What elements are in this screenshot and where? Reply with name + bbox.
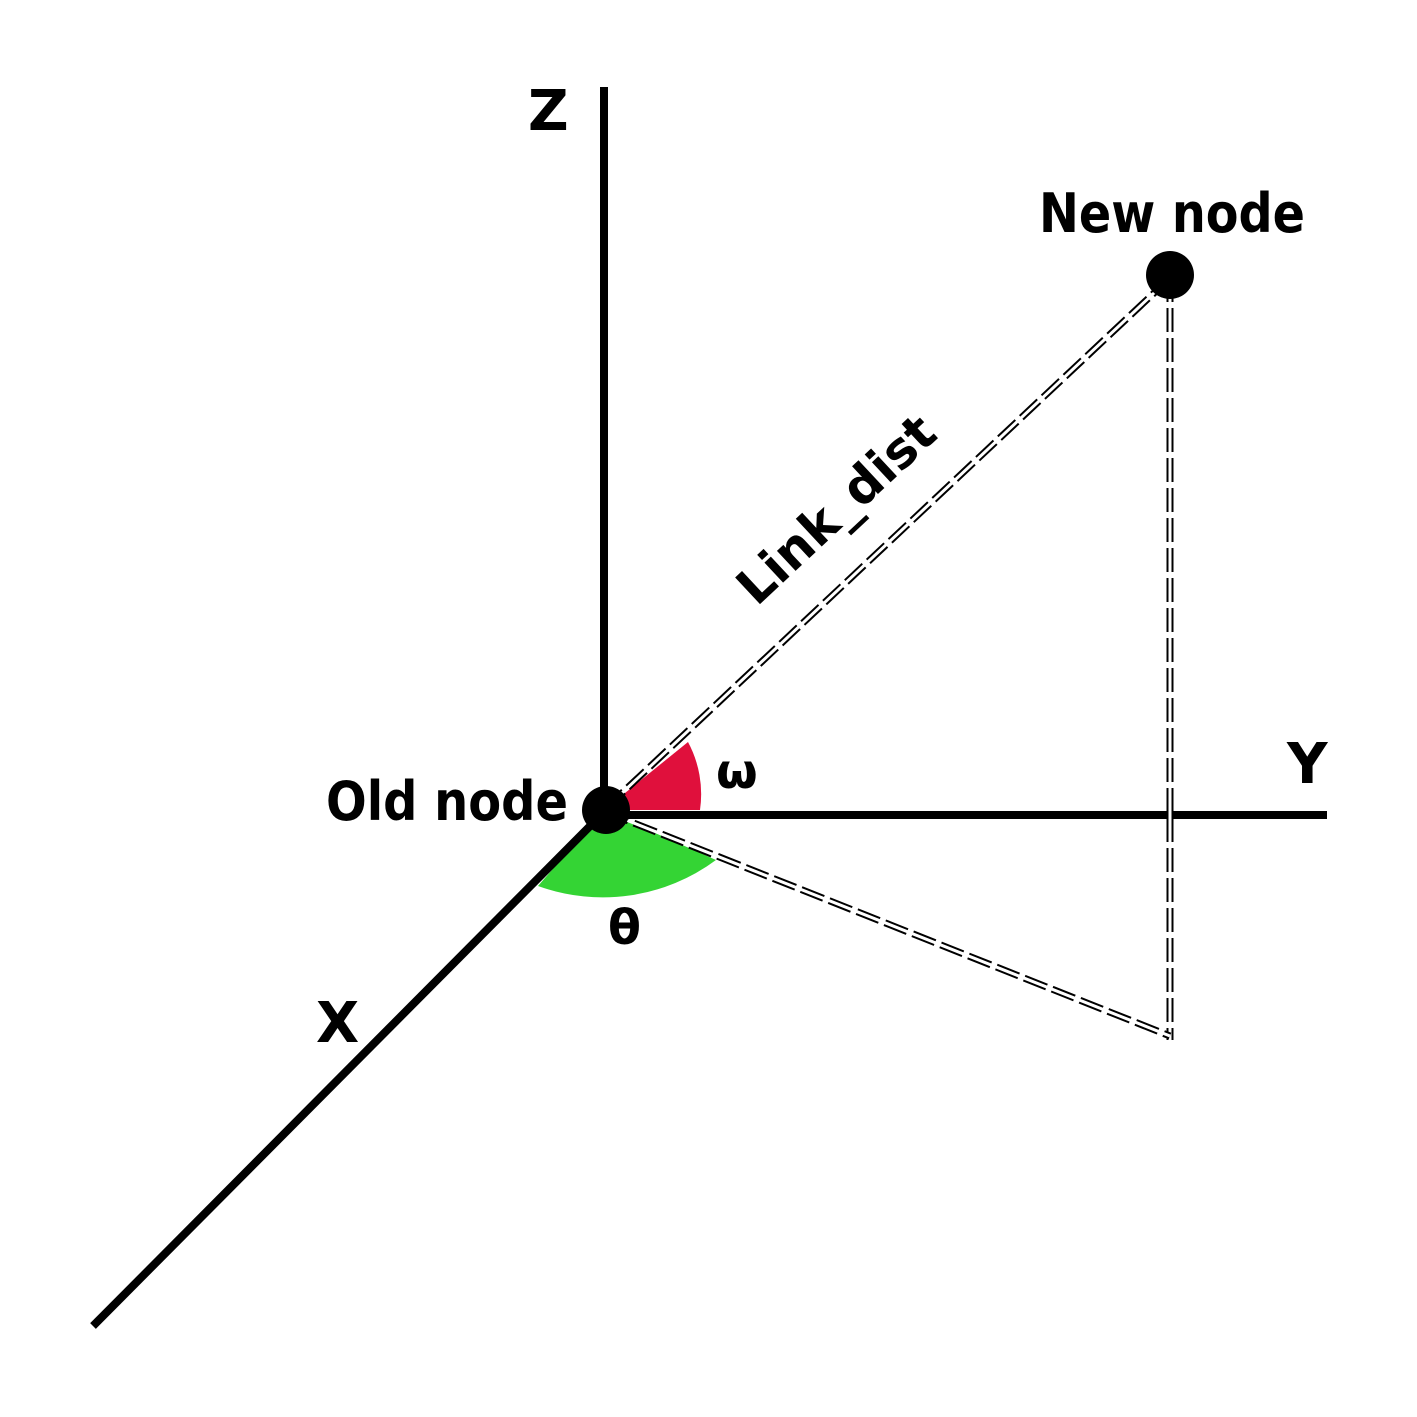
omega-label: ω bbox=[716, 744, 758, 800]
link-distance-label: Link_dist bbox=[725, 403, 947, 616]
new-node-label: New node bbox=[1039, 182, 1305, 245]
old-node-label: Old node bbox=[326, 770, 568, 833]
link-distance-line bbox=[603, 275, 1173, 811]
omega-angle-sector bbox=[604, 742, 702, 810]
projection-ground-line bbox=[604, 808, 1172, 1040]
theta-angle-sector bbox=[538, 810, 716, 898]
x-axis-line bbox=[90, 805, 611, 1329]
x-axis-label: X bbox=[316, 991, 359, 1056]
old-node-dot bbox=[582, 786, 630, 834]
new-node-dot bbox=[1146, 251, 1194, 299]
y-axis-label: Y bbox=[1286, 732, 1329, 797]
theta-label: θ bbox=[608, 900, 641, 956]
z-axis-label: Z bbox=[528, 79, 569, 144]
